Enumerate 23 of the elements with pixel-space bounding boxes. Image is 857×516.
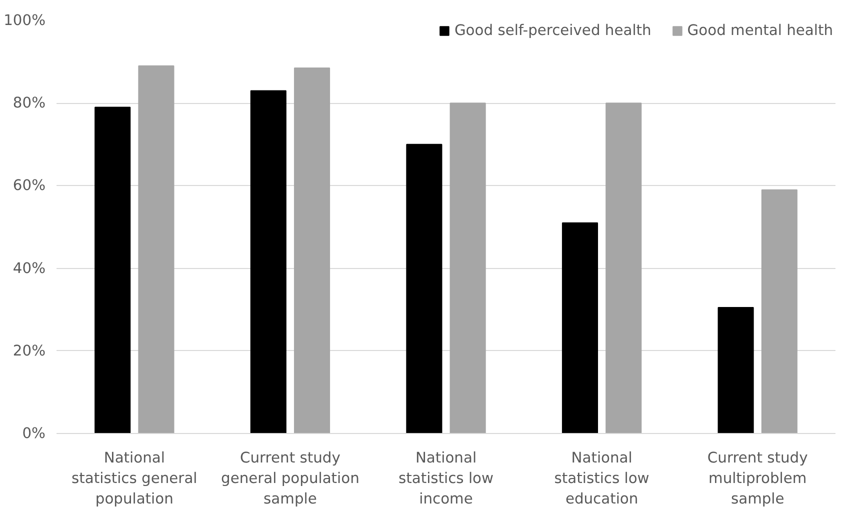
x-tick-label: National statistics low education [554,450,650,508]
bar [138,65,174,434]
bar [94,106,131,434]
x-tick-label: National statistics general population [72,450,198,508]
y-tick-label: 80% [12,94,46,112]
y-tick-label: 60% [12,177,46,194]
x-tick-label: Current study multiproblem sample [707,450,808,508]
bar [562,222,598,434]
bar [450,102,486,434]
legend-label: Good self-perceived health [454,22,652,39]
bar [406,144,442,434]
x-tick-label: Current study general population sample [221,450,360,508]
bar [294,67,330,434]
bar [250,90,286,434]
legend-label: Good mental health [687,22,833,39]
bar [718,307,754,434]
x-tick-label: National statistics low income [398,450,494,508]
bar [606,102,642,434]
bar [761,189,798,434]
y-tick-label: 100% [4,12,46,29]
y-tick-label: 0% [22,425,46,442]
y-tick-label: 20% [12,342,46,360]
y-tick-label: 40% [12,260,46,277]
